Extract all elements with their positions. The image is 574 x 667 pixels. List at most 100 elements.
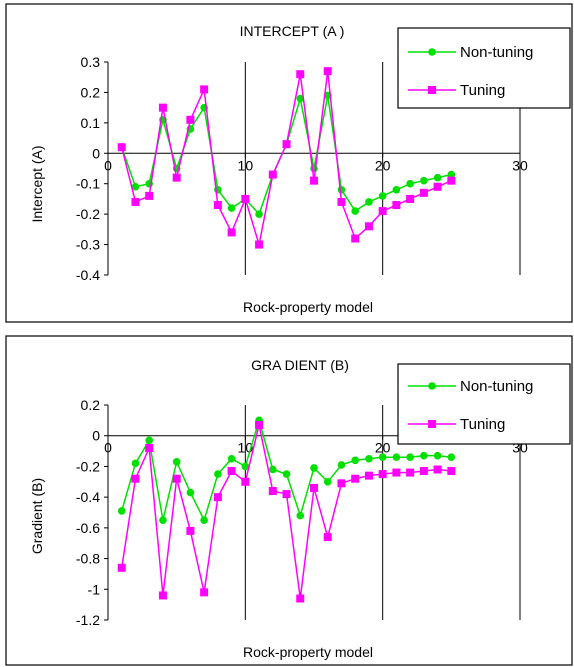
intercept-x-tick-label: 0 (104, 157, 112, 173)
intercept-tuning-point (406, 194, 415, 203)
gradient-tuning-point (392, 468, 401, 477)
gradient-non-tuning-point (159, 516, 167, 524)
gradient-x-tick-label: 20 (375, 440, 391, 456)
gradient-non-tuning-point (131, 459, 140, 468)
intercept-non-tuning-point (447, 170, 456, 179)
gradient-y-tick-label: -0.4 (76, 489, 100, 505)
intercept-tuning-point (337, 197, 346, 206)
intercept-non-tuning-point (406, 179, 414, 188)
gradient-non-tuning-point (310, 464, 318, 472)
intercept-y-tick-label: -0.4 (76, 267, 100, 283)
gradient-tuning-point (131, 474, 140, 483)
intercept-legend-tuning-label: Tuning (460, 82, 505, 99)
intercept-non-tuning-point (227, 204, 236, 212)
intercept-tuning-point (282, 140, 291, 149)
gradient-tuning-point (213, 493, 222, 502)
intercept-y-tick-label: 0.1 (81, 115, 101, 131)
gradient-tuning-point (323, 533, 332, 542)
gradient-y-tick-label: 0 (92, 428, 100, 444)
gradient-non-tuning-point (200, 516, 208, 524)
intercept-tuning-point (268, 170, 277, 179)
gradient-non-tuning-point (337, 461, 346, 469)
intercept-x-tick-label: 30 (512, 157, 528, 173)
gradient-chart: GRA DIENT (B) Rock-property model Gradie… (5, 335, 573, 666)
intercept-series (117, 67, 456, 249)
gradient-non-tuning-point (351, 456, 360, 465)
intercept-tuning-point (364, 222, 373, 231)
intercept-tuning-point (213, 201, 222, 210)
gradient-tuning-point (186, 526, 195, 535)
intercept-tuning-point (186, 115, 195, 124)
gradient-tuning-point (351, 474, 360, 483)
intercept-y-tick-label: 0.3 (81, 54, 101, 70)
intercept-y-tick-label: -0.3 (76, 237, 100, 253)
gradient-tuning-point (158, 591, 167, 600)
gradient-non-tuning-point (433, 451, 442, 460)
intercept-y-ticks: 0.3 0.2 0.1 0 -0.1 -0.2 -0.3 -0.4 (76, 54, 108, 283)
gradient-y-tick-label: -1.2 (76, 612, 100, 628)
intercept-y-tick-label: 0 (92, 145, 100, 161)
intercept-tuning-point (131, 197, 140, 206)
gradient-tuning-point (172, 474, 181, 483)
gradient-y-tick-label: -0.8 (76, 551, 100, 567)
gradient-tuning-point (419, 467, 428, 476)
intercept-non-tuning-point (351, 207, 360, 215)
gradient-non-tuning-point (186, 488, 195, 497)
gradient-legend-tuning-label: Tuning (460, 416, 505, 433)
gradient-non-tuning-point (296, 511, 305, 520)
gradient-tuning-point (337, 479, 346, 488)
gradient-tuning-point (364, 471, 373, 480)
intercept-non-tuning-point (255, 210, 263, 218)
intercept-non-tuning-point (296, 94, 305, 103)
gradient-non-tuning-point (269, 465, 277, 474)
intercept-x-axis-label: Rock-property model (243, 299, 373, 315)
intercept-non-tuning-point (365, 198, 373, 206)
gradient-legend-non-tuning-marker (428, 382, 436, 390)
intercept-non-tuning-point (131, 182, 140, 191)
intercept-tuning-point (227, 228, 236, 237)
intercept-tuning-point (351, 234, 360, 243)
gradient-non-tuning-point (282, 470, 291, 478)
intercept-non-tuning-point (337, 186, 346, 194)
gradient-y-tick-label: 0.2 (81, 397, 101, 413)
gradient-non-tuning-point (227, 454, 236, 463)
intercept-tuning-point (172, 173, 181, 182)
gradient-non-tuning-point (172, 458, 181, 466)
intercept-non-tuning-point (433, 173, 442, 182)
intercept-tuning-point (392, 201, 401, 210)
intercept-legend-non-tuning-label: Non-tuning (460, 44, 533, 61)
intercept-tuning-point (310, 176, 318, 185)
gradient-tuning-point (310, 483, 318, 492)
gradient-non-tuning-point (323, 477, 332, 486)
intercept-legend-non-tuning-marker (428, 48, 436, 56)
intercept-legend: Non-tuning Tuning (397, 27, 571, 109)
gradient-legend: Non-tuning Tuning (397, 363, 571, 445)
gradient-y-ticks: 0.2 0 -0.2 -0.4 -0.6 -0.8 -1 -1.2 (76, 397, 108, 628)
gradient-non-tuning-point (365, 454, 373, 463)
intercept-y-axis-label: Intercept (A) (29, 145, 45, 222)
gradient-tuning-point (282, 490, 291, 499)
intercept-non-tuning-point (378, 192, 387, 200)
intercept-tuning-point (419, 188, 428, 197)
intercept-tuning-point (447, 176, 456, 185)
intercept-tuning-point (241, 194, 250, 203)
intercept-axes (107, 62, 520, 275)
intercept-x-ticks: 0 10 20 30 (104, 153, 528, 173)
intercept-y-tick-label: -0.2 (76, 206, 100, 222)
gradient-tuning-point (255, 420, 264, 429)
gradient-non-tuning-point (145, 436, 153, 445)
gradient-legend-non-tuning-label: Non-tuning (460, 378, 533, 395)
gradient-x-axis-label: Rock-property model (243, 644, 373, 660)
gradient-tuning-point (296, 594, 305, 603)
gradient-x-tick-label: 0 (104, 440, 112, 456)
gradient-tuning-point (200, 588, 209, 597)
intercept-chart: INTERCEPT (A ) Rock-property model Inter… (5, 3, 573, 323)
intercept-tuning-point (433, 182, 442, 191)
gradient-chart-title: GRA DIENT (B) (251, 357, 349, 373)
intercept-legend-box (397, 27, 571, 109)
intercept-tuning-point (200, 85, 209, 94)
gradient-y-axis-label: Gradient (B) (29, 478, 45, 554)
intercept-tuning-point (323, 67, 332, 76)
intercept-y-tick-label: -0.1 (76, 176, 100, 192)
gradient-y-tick-label: -1 (88, 581, 101, 597)
